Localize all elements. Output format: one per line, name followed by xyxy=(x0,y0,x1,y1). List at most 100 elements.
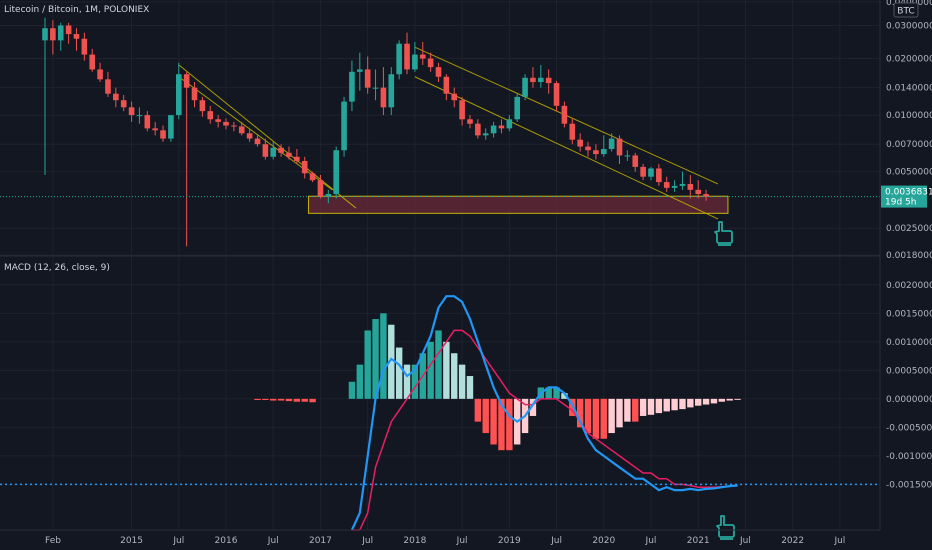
candle-body xyxy=(475,123,481,136)
candle-body xyxy=(624,155,631,157)
symbol-title[interactable]: Litecoin / Bitcoin, 1M, POLONIEX xyxy=(4,5,149,15)
candle-body xyxy=(270,147,277,157)
candle xyxy=(585,141,591,157)
candle xyxy=(160,125,166,142)
candle xyxy=(333,146,339,199)
candle xyxy=(136,107,143,124)
candle xyxy=(144,111,151,132)
candle xyxy=(128,101,135,122)
histogram-bar xyxy=(679,398,686,410)
candle-body xyxy=(608,138,615,149)
histogram-bar xyxy=(262,398,269,400)
candle xyxy=(301,156,308,179)
candle xyxy=(467,115,473,129)
candle xyxy=(278,144,284,157)
candle-body xyxy=(419,54,426,59)
candle-body xyxy=(703,194,709,197)
candle-body xyxy=(325,194,332,197)
currency-badge[interactable]: BTC xyxy=(893,2,919,18)
candle-body xyxy=(679,183,686,186)
candle xyxy=(168,115,174,142)
channel-line xyxy=(414,76,719,220)
candle-body xyxy=(648,168,654,177)
histogram-bar xyxy=(427,341,434,399)
histogram-bar xyxy=(671,398,678,411)
histogram-bar xyxy=(451,353,458,399)
candle xyxy=(593,144,599,160)
candle xyxy=(514,93,520,122)
channel-line xyxy=(178,64,357,209)
histogram-bar xyxy=(624,398,631,422)
candle xyxy=(475,119,481,139)
candle-body xyxy=(640,166,646,177)
time-tick-label: Feb xyxy=(45,536,61,546)
candle xyxy=(435,62,442,83)
histogram-bar xyxy=(356,364,363,399)
candle-body xyxy=(262,144,269,157)
candle xyxy=(341,96,347,157)
candle-body xyxy=(254,138,261,145)
histogram-bar xyxy=(388,324,395,399)
candle-body xyxy=(136,115,143,117)
candle-body xyxy=(435,67,442,77)
histogram-bar xyxy=(592,398,600,439)
histogram-bar xyxy=(466,376,474,399)
candle xyxy=(349,60,355,112)
histogram-bar xyxy=(285,398,293,402)
signal-line xyxy=(351,329,738,531)
candle xyxy=(65,22,72,44)
candle xyxy=(207,105,214,124)
histogram-bar xyxy=(364,330,371,399)
pointing-hand-icon xyxy=(716,515,735,540)
candle xyxy=(419,41,426,65)
candle-body xyxy=(105,79,111,94)
candle-body xyxy=(561,105,568,124)
candle-body xyxy=(482,133,489,136)
hand-shape xyxy=(714,221,733,244)
candle-body xyxy=(113,93,119,101)
price-pane[interactable] xyxy=(0,17,880,247)
time-tick-label: Jul xyxy=(645,536,657,546)
macd-pane[interactable] xyxy=(0,295,880,540)
candle-body xyxy=(191,87,198,101)
histogram-bar xyxy=(395,347,403,399)
histogram-bar xyxy=(687,398,694,408)
candle-body xyxy=(671,185,678,188)
candle xyxy=(183,71,190,247)
candle-body xyxy=(372,87,379,89)
candle xyxy=(231,121,237,132)
histogram-bar xyxy=(663,398,670,412)
candle xyxy=(687,174,694,199)
time-axis[interactable]: Feb 2015 Jul 2016 Jul 2017 Jul 2018 Jul 2019 Jul 20… xyxy=(45,536,845,546)
candle-body xyxy=(65,25,72,35)
candle-body xyxy=(600,148,607,155)
candle-body xyxy=(687,183,694,190)
candle xyxy=(42,17,48,175)
histogram-bar xyxy=(569,398,576,416)
candles xyxy=(42,17,709,247)
candle-body xyxy=(301,160,308,174)
candle-body xyxy=(404,43,410,70)
candle-body xyxy=(459,100,465,120)
time-tick-label: Jul xyxy=(739,536,751,546)
candle xyxy=(254,135,261,147)
candle-body xyxy=(593,150,599,155)
macd-legend[interactable]: MACD (12, 26, close, 9) xyxy=(4,263,110,273)
histogram-bar xyxy=(718,398,726,402)
candle xyxy=(545,69,552,94)
candle-body xyxy=(144,115,151,129)
candle-body xyxy=(553,83,560,106)
time-tick-label: Jul xyxy=(361,536,373,546)
candle-body xyxy=(223,121,229,126)
time-tick-label: Jul xyxy=(172,536,184,546)
candle xyxy=(309,171,316,183)
candle xyxy=(443,74,450,101)
